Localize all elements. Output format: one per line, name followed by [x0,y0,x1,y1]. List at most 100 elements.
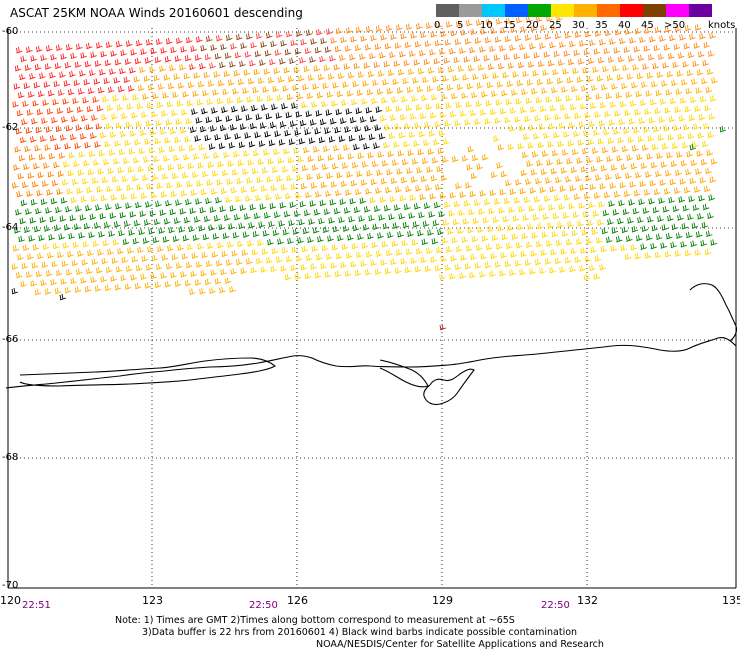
wind-barb [429,112,437,119]
wind-barb [577,58,585,65]
wind-barb [220,268,227,276]
wind-barb [134,282,142,290]
wind-barb [47,171,55,178]
wind-barb [33,162,40,170]
wind-barb [163,155,170,162]
wind-barb [543,51,551,58]
wind-barb [25,127,33,134]
wind-barb [300,38,307,46]
wind-barb [692,60,699,67]
wind-barb [321,244,329,252]
wind-barb [611,227,619,234]
wind-barb [485,99,493,107]
wind-barb [111,176,119,183]
wind-barb [314,128,321,135]
wind-barb [506,80,514,87]
wind-barb [464,262,472,270]
wind-barb [661,143,669,150]
wind-barb [234,51,242,59]
wind-barb [168,145,176,153]
wind-barb [601,146,609,154]
wind-barb [182,90,189,98]
wind-barb [684,105,691,113]
wind-barb [643,126,650,133]
wind-barb [569,40,576,48]
wind-barb [257,158,265,165]
wind-barb [427,148,435,155]
wind-barb [590,165,598,172]
wind-barb [109,212,117,219]
wind-barb [584,255,592,263]
wind-barb [128,229,135,236]
coastline-main [5,337,737,389]
wind-barb [133,219,141,227]
wind-barb [661,224,669,231]
wind-barb [533,132,540,140]
wind-barb [361,98,368,105]
wind-barb [75,205,82,212]
wind-barb [232,231,240,239]
wind-barb [151,254,159,262]
wind-barb [536,159,543,167]
wind-barb [701,77,708,85]
wind-barb [268,139,276,147]
wind-barb [191,171,199,178]
wind-barb [375,250,383,257]
wind-barb [306,92,314,99]
wind-barb [126,103,134,110]
wind-barb [159,128,167,135]
wind-barb [420,256,427,264]
wind-barb [315,109,323,117]
wind-barb [127,85,135,92]
wind-barb [189,288,196,296]
wind-barb [517,61,525,69]
wind-barb [142,237,150,244]
wind-barb [90,276,97,283]
wind-barb [165,37,173,45]
wind-barb [359,116,367,123]
wind-barb [80,196,88,203]
wind-barb [49,134,57,142]
wind-barb [307,74,315,81]
wind-barb [445,246,453,253]
wind-barb [703,185,711,193]
wind-barb [653,188,661,196]
wind-barb [136,183,143,191]
wind-barb [467,226,474,234]
wind-barb [465,181,472,189]
wind-barb [161,254,169,261]
wind-barb [289,120,297,128]
wind-barb [469,109,477,117]
wind-barb [388,132,396,140]
wind-barb [378,214,385,221]
wind-barb [135,39,143,47]
wind-barb [585,174,592,182]
wind-barb [440,30,447,37]
wind-barb [474,262,482,269]
wind-barb [525,178,532,185]
wind-barb [460,254,467,261]
wind-barb [390,177,398,184]
wind-barb [709,32,716,39]
wind-barb [425,247,433,254]
wind-barb [239,123,247,131]
wind-barb [89,213,97,221]
wind-barb [38,153,46,161]
wind-barb [115,121,123,129]
wind-barb [303,209,311,217]
wind-barb [604,29,612,37]
wind-barb [530,25,537,32]
wind-barb [432,75,439,83]
wind-barb [230,268,237,275]
wind-barb [237,78,245,86]
wind-barb [593,273,601,280]
wind-barb [455,245,463,253]
wind-barb [175,118,183,125]
wind-barb [680,241,687,248]
wind-barb [208,143,216,150]
wind-barb [416,166,423,174]
wind-barb [696,150,703,157]
wind-barb [566,157,573,165]
wind-barb [254,131,261,139]
wind-barb [65,124,73,132]
